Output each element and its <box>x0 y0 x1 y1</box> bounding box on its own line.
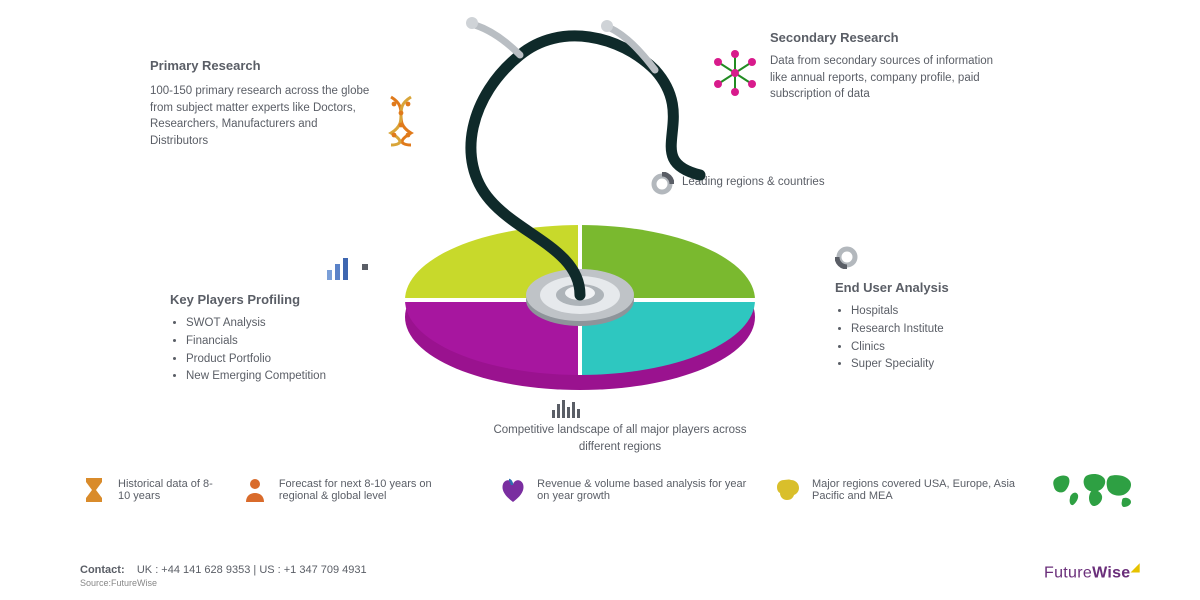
footer-contact-label: Contact: <box>80 564 125 576</box>
key-players-list: SWOT Analysis Financials Product Portfol… <box>170 315 370 386</box>
equalizer-icon <box>552 400 582 423</box>
brain-icon <box>774 476 802 504</box>
end-user-block: End User Analysis Hospitals Research Ins… <box>835 280 1035 374</box>
end-user-ring-icon <box>835 245 859 274</box>
secondary-research-title: Secondary Research <box>770 30 1000 45</box>
primary-research-title: Primary Research <box>150 58 370 73</box>
hourglass-icon <box>80 476 108 504</box>
heart-icon <box>499 476 527 504</box>
bottom-feature-row: Historical data of 8-10 years Forecast f… <box>80 470 1140 510</box>
row-map <box>1050 470 1140 510</box>
primary-research-text: 100-150 primary research across the glob… <box>150 83 370 150</box>
end-user-item: Hospitals <box>851 303 1035 321</box>
bars-icon <box>325 258 351 285</box>
footer-contact: Contact: UK : +44 141 628 9353 | US : +1… <box>80 564 367 588</box>
key-players-item: New Emerging Competition <box>186 368 370 386</box>
footer-uk: UK : +44 141 628 9353 <box>137 564 250 576</box>
row-regions-text: Major regions covered USA, Europe, Asia … <box>812 478 1024 502</box>
row-revenue: Revenue & volume based analysis for year… <box>499 470 748 510</box>
brand-triangle-icon: ◢ <box>1130 560 1140 574</box>
leading-ring-icon <box>650 172 674 201</box>
key-players-title: Key Players Profiling <box>170 292 370 307</box>
leading-regions-label: Leading regions & countries <box>682 176 825 188</box>
end-user-item: Super Speciality <box>851 356 1035 374</box>
row-regions: Major regions covered USA, Europe, Asia … <box>774 470 1024 510</box>
brand-b: Wise <box>1092 564 1130 581</box>
dna-icon <box>385 95 419 152</box>
row-revenue-text: Revenue & volume based analysis for year… <box>537 478 748 502</box>
end-user-list: Hospitals Research Institute Clinics Sup… <box>835 303 1035 374</box>
row-historical-text: Historical data of 8-10 years <box>118 478 215 502</box>
world-map-icon <box>1050 470 1140 510</box>
footer-source: Source:FutureWise <box>80 578 367 588</box>
person-icon <box>241 476 269 504</box>
brand-logo: FutureWise◢ <box>1044 560 1140 582</box>
competitive-label: Competitive landscape of all major playe… <box>480 422 760 455</box>
row-forecast-text: Forecast for next 8-10 years on regional… <box>279 478 473 502</box>
row-forecast: Forecast for next 8-10 years on regional… <box>241 470 473 510</box>
pie-centerpiece <box>390 205 770 395</box>
footer-us: US : +1 347 709 4931 <box>259 564 366 576</box>
key-players-item: SWOT Analysis <box>186 315 370 333</box>
end-user-item: Clinics <box>851 339 1035 357</box>
secondary-research-block: Secondary Research Data from secondary s… <box>770 30 1000 103</box>
molecule-icon <box>710 48 760 103</box>
primary-research-block: Primary Research 100-150 primary researc… <box>150 58 370 150</box>
dot-icon <box>362 264 368 270</box>
key-players-item: Financials <box>186 333 370 351</box>
brand-a: Future <box>1044 564 1092 581</box>
row-historical: Historical data of 8-10 years <box>80 470 215 510</box>
secondary-research-text: Data from secondary sources of informati… <box>770 53 1000 103</box>
key-players-block: Key Players Profiling SWOT Analysis Fina… <box>170 292 370 386</box>
end-user-title: End User Analysis <box>835 280 1035 295</box>
end-user-item: Research Institute <box>851 321 1035 339</box>
key-players-item: Product Portfolio <box>186 351 370 369</box>
